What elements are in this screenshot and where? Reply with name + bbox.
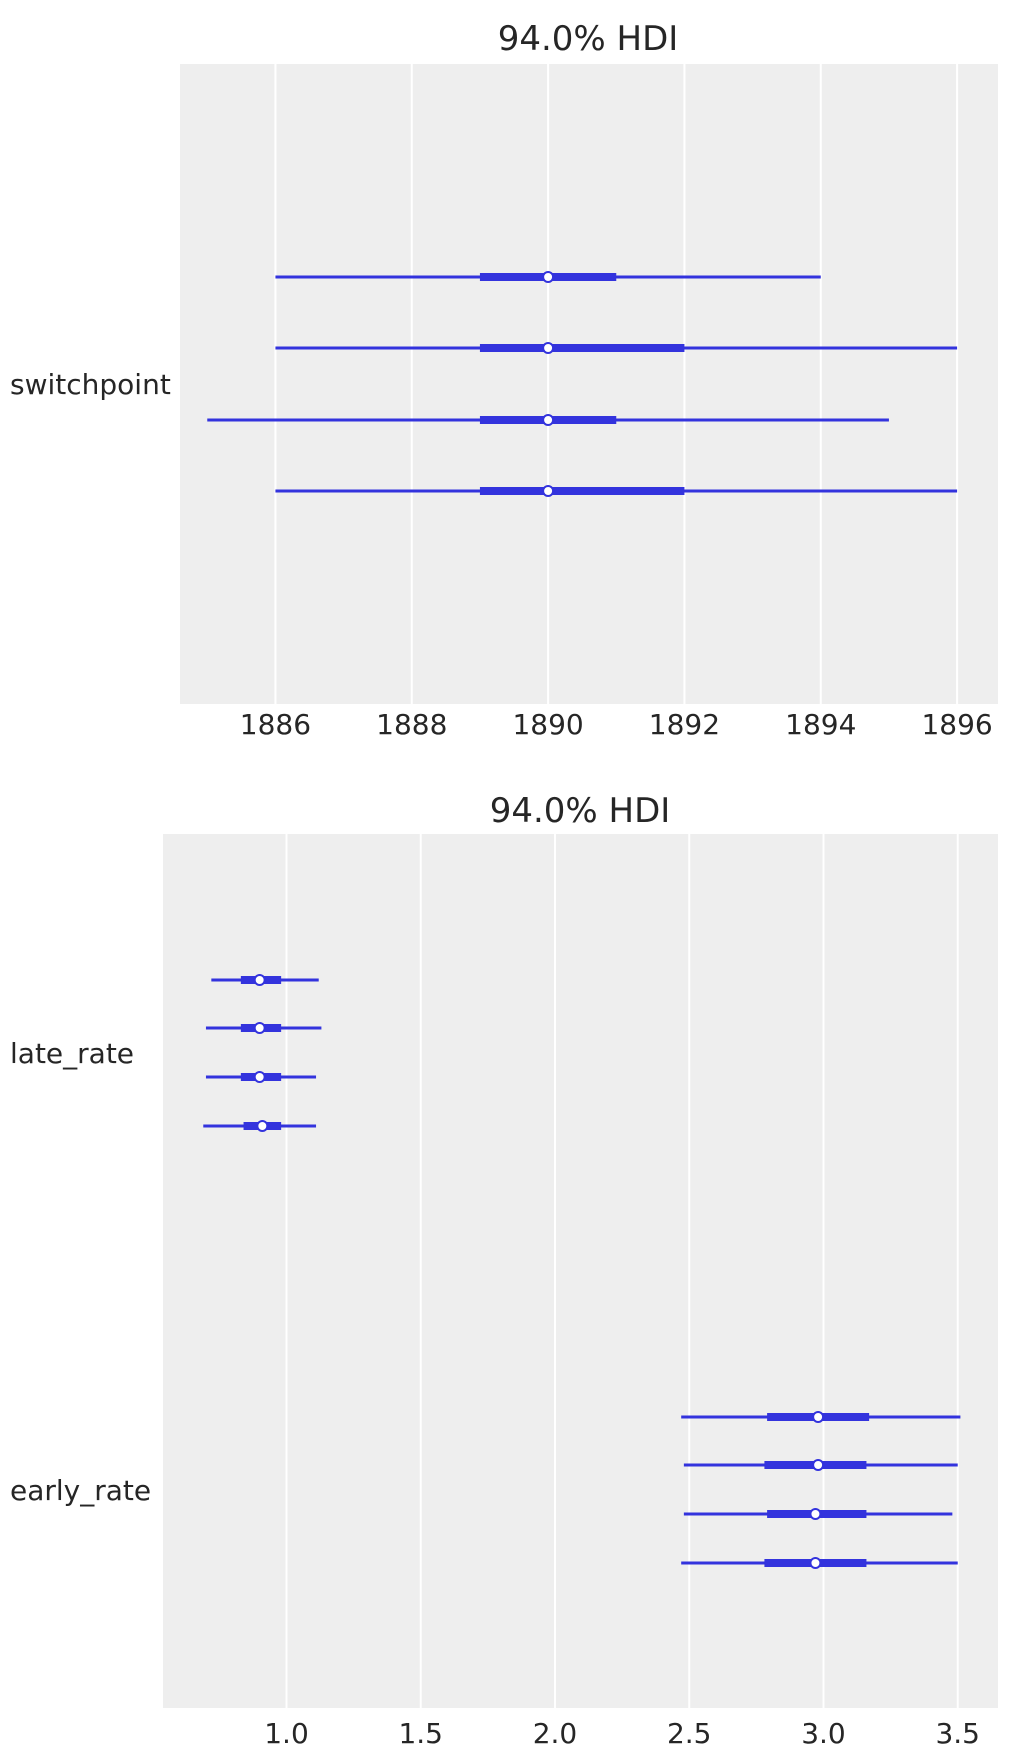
panel-title: 94.0% HDI bbox=[490, 791, 671, 831]
chain-marks bbox=[203, 974, 961, 1569]
parameter-labels: switchpoint bbox=[10, 368, 171, 401]
parameter-label: late_rate bbox=[10, 1037, 134, 1070]
x-tick-label: 2.5 bbox=[667, 1717, 712, 1747]
x-tick-label: 3.0 bbox=[801, 1717, 846, 1747]
parameter-labels: late_rate early_rate bbox=[10, 1037, 151, 1507]
x-tick-label: 1888 bbox=[376, 708, 447, 741]
x-tick-labels: 1.0 1.5 2.0 2.5 3.0 3.5 bbox=[264, 1717, 980, 1747]
gridlines bbox=[274, 64, 959, 704]
parameter-label: switchpoint bbox=[10, 368, 171, 401]
x-tick-label: 1892 bbox=[649, 708, 720, 741]
x-tick-labels: 1886 1888 1890 1892 1894 1896 bbox=[240, 708, 993, 741]
x-tick-label: 1896 bbox=[921, 708, 992, 741]
x-tick-label: 1890 bbox=[512, 708, 583, 741]
median-point bbox=[542, 342, 555, 354]
median-point bbox=[809, 1508, 822, 1520]
median-point bbox=[542, 271, 555, 283]
x-tick-label: 1886 bbox=[240, 708, 311, 741]
median-point bbox=[809, 1557, 822, 1569]
x-tick-label: 3.5 bbox=[935, 1717, 980, 1747]
median-point bbox=[256, 1120, 269, 1132]
median-point bbox=[253, 974, 266, 986]
chain-marks bbox=[207, 271, 958, 497]
median-point bbox=[812, 1459, 825, 1471]
parameter-label: early_rate bbox=[10, 1474, 151, 1507]
median-point bbox=[542, 414, 555, 426]
x-tick-label: 1.0 bbox=[264, 1717, 309, 1747]
forest-panel-rates: 94.0% HDI 1.0 1.5 2.0 2.5 3.0 3.5 late_rateea… bbox=[10, 791, 998, 1747]
plot-area bbox=[163, 834, 998, 1708]
forest-panel-switchpoint: 94.0% HDI 1886 1888 1890 1892 1894 1896 switc… bbox=[10, 19, 998, 741]
median-point bbox=[542, 485, 555, 497]
x-tick-label: 2.0 bbox=[533, 1717, 578, 1747]
plot-area bbox=[180, 64, 998, 704]
panel-title: 94.0% HDI bbox=[498, 19, 679, 59]
x-tick-label: 1.5 bbox=[398, 1717, 443, 1747]
median-point bbox=[253, 1071, 266, 1083]
x-tick-label: 1894 bbox=[785, 708, 856, 741]
median-point bbox=[253, 1022, 266, 1034]
median-point bbox=[812, 1411, 825, 1423]
